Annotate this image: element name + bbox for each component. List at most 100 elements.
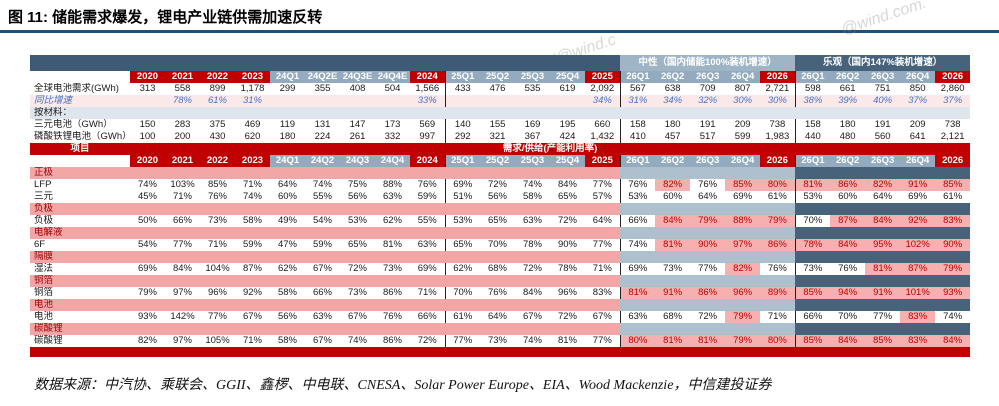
value-cell: 76% xyxy=(417,179,437,190)
value-cell: 79% xyxy=(935,263,971,275)
value-cell: 79% xyxy=(760,215,796,227)
value-cell: 53% xyxy=(794,191,831,203)
value-cell: 94% xyxy=(830,287,866,299)
value-cell: 180 xyxy=(839,119,856,130)
value-cell: 620 xyxy=(244,131,261,142)
value-cell: 30% xyxy=(725,95,761,107)
value-cell: 67% xyxy=(592,311,612,322)
value-cell: 76% xyxy=(619,179,656,191)
value-cell: 68% xyxy=(663,311,683,322)
value-cell: 72% xyxy=(487,179,507,190)
value-cell xyxy=(480,95,515,107)
value-cell: 69% xyxy=(444,179,480,191)
value-cell: 74% xyxy=(943,311,963,322)
section-span-optimistic xyxy=(795,251,971,263)
value-cell: 355 xyxy=(314,83,331,94)
section-span-neutral xyxy=(620,167,796,179)
value-cell: 96% xyxy=(207,287,227,298)
value-cell xyxy=(550,95,585,107)
value-cell: 69% xyxy=(733,191,753,202)
column-header: 24Q4E xyxy=(375,71,410,83)
column-header: 26Q2 xyxy=(655,155,691,167)
column-header: 24Q1 xyxy=(270,155,305,167)
data-row: 6F 54% 77% 71% 59% 47% 59% 65% 81% 63% 65% 70% 78% 90… xyxy=(30,239,971,251)
value-cell: 80% xyxy=(760,335,796,347)
value-cell: 58% xyxy=(277,335,297,346)
value-cell: 81% xyxy=(865,263,901,275)
value-cell: 63% xyxy=(619,311,656,323)
value-cell: 67% xyxy=(242,311,262,322)
value-cell: 72% xyxy=(347,263,367,274)
value-cell: 73% xyxy=(347,287,367,298)
value-cell: 408 xyxy=(349,83,366,94)
value-cell: 65% xyxy=(444,239,480,251)
section-header: 电池 xyxy=(30,299,621,311)
value-cell: 209 xyxy=(909,119,926,130)
value-cell: 66% xyxy=(172,215,192,226)
value-cell: 567 xyxy=(619,83,656,95)
value-cell: 61% xyxy=(943,191,963,202)
data-row: LFP 74% 103% 85% 71% 64% 74% 75% 88% 76% 69% 72% 74%… xyxy=(30,179,971,191)
section-row: 负极 xyxy=(30,203,971,215)
value-cell: 65% xyxy=(487,215,507,226)
value-cell xyxy=(444,95,480,107)
column-header: 25Q2 xyxy=(480,71,515,83)
row-label: LFP xyxy=(34,179,52,190)
value-cell: 67% xyxy=(312,335,332,346)
value-cell: 74% xyxy=(522,335,542,346)
column-header: 2025 xyxy=(585,155,621,167)
value-cell: 158 xyxy=(794,119,831,131)
value-cell: 313 xyxy=(139,83,156,94)
data-row: 三元 45% 71% 76% 74% 60% 55% 56% 63% 59% 51% 56% 58% 65… xyxy=(30,191,970,203)
title-divider xyxy=(0,30,999,33)
value-cell: 55% xyxy=(417,215,437,226)
value-cell: 332 xyxy=(384,131,401,142)
column-header: 2023 xyxy=(235,71,270,83)
column-header: 2022 xyxy=(200,155,235,167)
value-cell: 78% xyxy=(794,239,831,251)
value-cell: 64% xyxy=(277,179,297,190)
value-cell: 90% xyxy=(935,239,971,251)
column-header: 24Q2E xyxy=(305,71,340,83)
section-header: 铜箔 xyxy=(30,275,621,287)
value-cell: 76% xyxy=(207,191,227,202)
value-cell: 430 xyxy=(209,131,226,142)
column-header: 2026 xyxy=(935,155,971,167)
material-row: 按材料： xyxy=(30,107,971,119)
data-source-line: 数据来源：中汽协、乘联会、GGII、鑫椤、中电联、CNESA、Solar Pow… xyxy=(34,378,772,393)
value-cell: 85% xyxy=(725,179,761,191)
value-cell: 66% xyxy=(417,311,437,322)
value-cell: 58% xyxy=(522,191,542,202)
value-cell: 83% xyxy=(592,287,612,298)
value-cell: 38% xyxy=(794,95,831,107)
value-cell: 558 xyxy=(174,83,191,94)
value-cell: 1,983 xyxy=(765,131,790,142)
value-cell: 77% xyxy=(698,263,718,274)
value-cell: 77% xyxy=(873,311,893,322)
section-span-optimistic xyxy=(795,167,971,179)
data-row: 三元电池（GWh） 150 283 375 469 119 131 147 173 569 140 1… xyxy=(30,119,970,131)
value-cell: 65% xyxy=(347,239,367,250)
value-cell: 476 xyxy=(489,83,506,94)
section-span-neutral xyxy=(620,299,796,311)
value-cell: 261 xyxy=(349,131,366,142)
row-label: 三元电池（GWh） xyxy=(34,119,113,130)
report-table: 中性（国内储能100%装机增速） 乐观（国内147%装机增速） 2020 2021 20… xyxy=(30,55,971,357)
section-row: 铜箔 xyxy=(30,275,971,287)
data-row: 负极 50% 66% 73% 58% 49% 54% 53% 62% 55% 53% 65% 63% 72… xyxy=(30,215,971,227)
data-row: 磷酸铁锂电池（GWh） 100 200 430 620 180 224 261 332 997 29… xyxy=(30,131,970,143)
value-cell: 76% xyxy=(698,179,718,190)
column-header: 2020 xyxy=(130,155,165,167)
value-cell: 78% xyxy=(557,263,577,274)
value-cell: 81% xyxy=(690,335,726,347)
row-label: 负极 xyxy=(34,215,54,226)
project-header: 项目 xyxy=(30,143,130,155)
value-cell xyxy=(515,95,550,107)
value-cell: 62% xyxy=(444,263,480,275)
value-cell: 158 xyxy=(619,119,656,131)
column-header: 26Q2 xyxy=(830,155,866,167)
value-cell: 81% xyxy=(619,287,656,299)
column-header: 2021 xyxy=(165,71,200,83)
value-cell: 77% xyxy=(207,311,227,322)
